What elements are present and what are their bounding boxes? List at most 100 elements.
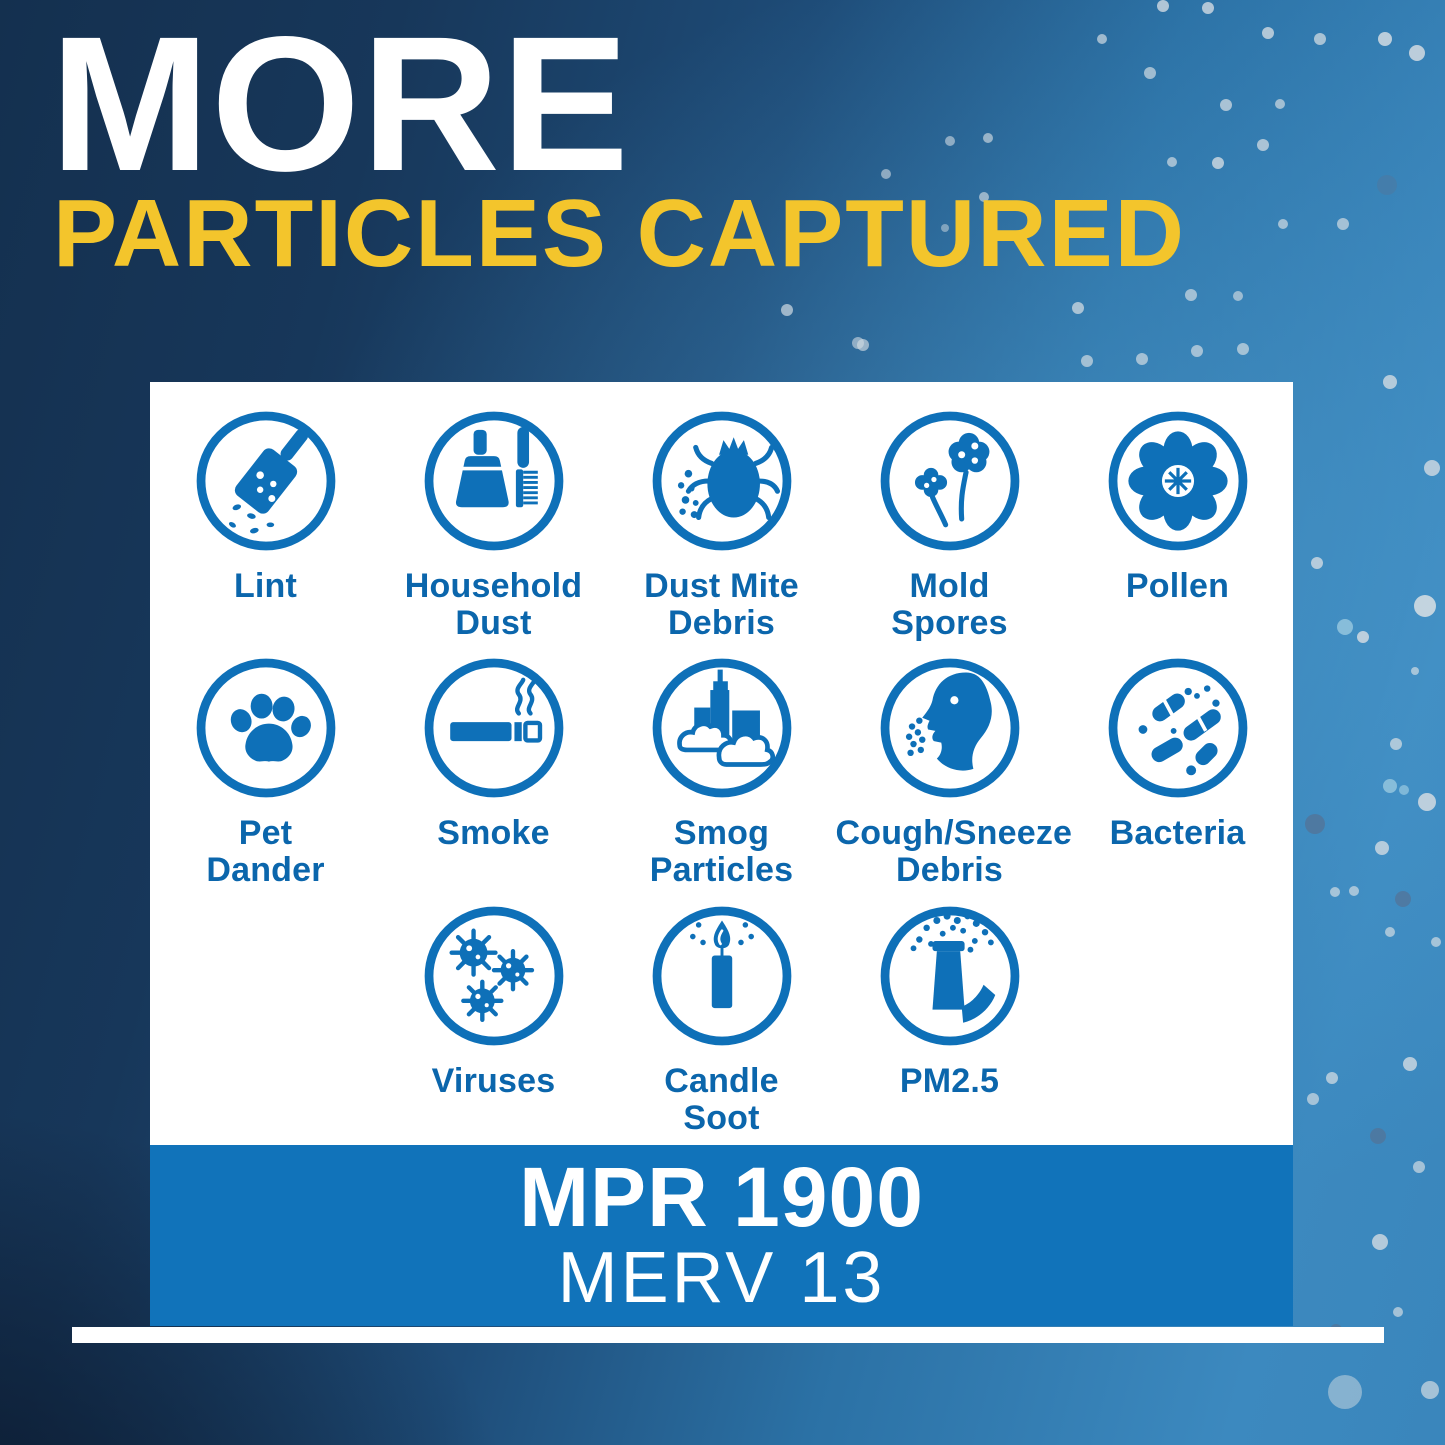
background-dot	[1305, 814, 1325, 834]
background-dot	[1372, 1234, 1388, 1250]
background-dot	[781, 304, 793, 316]
particle-item: Mold Spores	[836, 408, 1064, 641]
particle-item: Lint	[152, 408, 380, 641]
background-dot	[1431, 937, 1441, 947]
mold-spores-icon	[877, 408, 1023, 554]
background-dot	[1072, 302, 1084, 314]
background-dot	[1212, 157, 1224, 169]
background-dot	[1421, 1381, 1439, 1399]
paw-print-icon	[193, 655, 339, 801]
background-dot	[1424, 460, 1440, 476]
background-dot	[1326, 1072, 1338, 1084]
particle-label: Bacteria	[1109, 814, 1246, 853]
background-dot	[1413, 1161, 1425, 1173]
background-dot	[881, 169, 891, 179]
background-dot	[1307, 1093, 1319, 1105]
candle-icon	[649, 903, 795, 1049]
background-dot	[945, 136, 955, 146]
background-dot	[1337, 218, 1349, 230]
lint-roller-icon	[193, 408, 339, 554]
page-subtitle: PARTICLES CAPTURED	[53, 180, 1186, 287]
particle-item: Pet Dander	[152, 655, 380, 890]
particle-label: Lint	[233, 567, 298, 605]
background-dot	[1418, 793, 1436, 811]
background-dot	[1378, 32, 1392, 46]
smokestack-icon	[877, 903, 1023, 1049]
particle-label: Viruses	[431, 1061, 556, 1100]
particle-item: Bacteria	[1064, 655, 1292, 888]
background-dot	[1411, 667, 1419, 675]
icon-row-2: Pet Dander Smoke Smog Particles Cough/Sn…	[150, 655, 1293, 890]
background-dot	[1395, 891, 1411, 907]
background-dot	[1337, 619, 1353, 635]
background-dot	[1385, 927, 1395, 937]
background-dot	[1330, 887, 1340, 897]
background-dot	[1157, 0, 1169, 12]
background-dot	[1220, 99, 1232, 111]
background-dot	[1097, 34, 1107, 44]
background-dot	[1409, 45, 1425, 61]
particle-item: PM2.5	[836, 903, 1064, 1136]
background-dot	[1414, 595, 1436, 617]
icon-row-3: Viruses Candle Soot PM2.5	[150, 903, 1293, 1136]
bottom-stripe	[72, 1327, 1384, 1343]
background-dot	[1399, 785, 1409, 795]
background-dot	[1144, 67, 1156, 79]
particle-item: Pollen	[1064, 408, 1292, 641]
background-dot	[1233, 291, 1243, 301]
background-dot	[1314, 33, 1326, 45]
sneezing-face-icon	[877, 655, 1023, 801]
particles-card: Lint Household Dust Dust Mite Debris	[150, 382, 1293, 1145]
background-dot	[1202, 2, 1214, 14]
background-dot	[1237, 343, 1249, 355]
merv-rating: MERV 13	[557, 1237, 886, 1318]
background-dot	[941, 224, 949, 232]
background-dot	[1375, 841, 1389, 855]
particle-label: Candle Soot	[664, 1061, 779, 1137]
background-dot	[1167, 157, 1177, 167]
particle-label: Smog Particles	[649, 814, 794, 890]
particle-label: Pollen	[1125, 567, 1230, 605]
city-smog-icon	[649, 655, 795, 801]
background-dot	[1383, 375, 1397, 389]
particle-item: Cough/Sneeze Debris	[835, 655, 1073, 890]
background-dot	[1390, 738, 1402, 750]
particle-item: Viruses	[380, 903, 608, 1136]
particle-item: Dust Mite Debris	[608, 408, 836, 641]
particle-label: Smoke	[437, 814, 550, 853]
particle-label: Mold Spores	[891, 567, 1008, 642]
background-dot	[1377, 175, 1397, 195]
background-dot	[1257, 139, 1269, 151]
particle-label: PM2.5	[899, 1061, 1000, 1100]
particle-item: Candle Soot	[608, 903, 836, 1136]
background-dot	[1278, 219, 1288, 229]
virus-icon	[421, 903, 567, 1049]
background-dot	[1349, 886, 1359, 896]
background-dot	[1393, 1307, 1403, 1317]
particle-item: Household Dust	[380, 408, 608, 641]
particle-item: Smoke	[380, 655, 608, 888]
background-dot	[1081, 355, 1093, 367]
background-dot	[1311, 557, 1323, 569]
background-dot	[1328, 1375, 1362, 1409]
background-dot	[1191, 345, 1203, 357]
mpr-rating: MPR 1900	[519, 1149, 924, 1244]
page-title: MORE	[50, 0, 630, 211]
particle-label: Cough/Sneeze Debris	[835, 814, 1073, 890]
background-dot	[1185, 289, 1197, 301]
dustpan-brush-icon	[421, 408, 567, 554]
cigarette-icon	[421, 655, 567, 801]
particle-item: Smog Particles	[608, 655, 836, 890]
background-dot	[1370, 1128, 1386, 1144]
particle-label: Household Dust	[404, 567, 583, 642]
icon-row-1: Lint Household Dust Dust Mite Debris	[150, 408, 1293, 641]
background-dot	[1403, 1057, 1417, 1071]
background-dot	[979, 192, 989, 202]
particle-grid: Lint Household Dust Dust Mite Debris	[150, 408, 1293, 1136]
background-dot	[1357, 631, 1369, 643]
dust-mite-icon	[649, 408, 795, 554]
particle-label: Dust Mite Debris	[644, 567, 799, 642]
particle-label: Pet Dander	[206, 814, 325, 890]
background-dot	[1383, 779, 1397, 793]
